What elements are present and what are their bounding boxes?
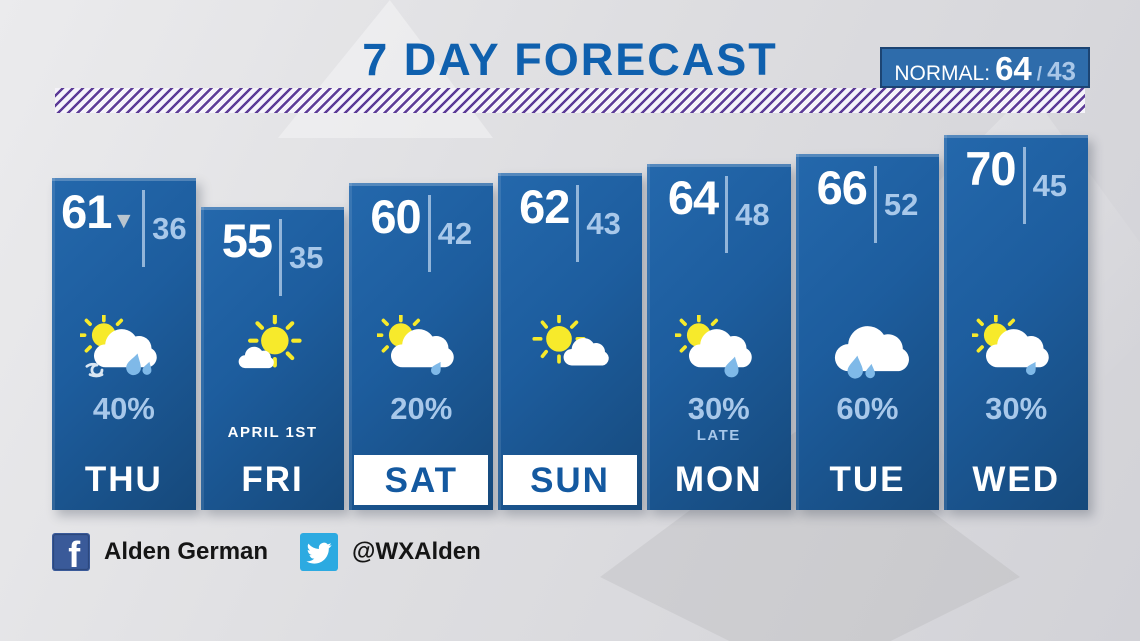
- high-temp: 64: [667, 171, 719, 224]
- low-temp: 52: [883, 187, 919, 222]
- normal-high-temp: 64: [995, 50, 1032, 87]
- low-temp: 35: [288, 240, 324, 275]
- high-temp: 62: [519, 180, 570, 233]
- precip-chance: 60%: [836, 391, 899, 426]
- day-label: TUE: [829, 460, 906, 499]
- partly-cloudy-icon: [520, 315, 620, 381]
- day-label: WED: [972, 460, 1060, 499]
- temps-row: 55 35: [201, 207, 345, 296]
- low-temp: 43: [586, 206, 621, 241]
- precip-chance: 30%: [985, 391, 1048, 426]
- facebook-name: Alden German: [104, 538, 269, 565]
- precip-chance: 20%: [390, 391, 453, 426]
- high-temp: 66: [816, 161, 868, 214]
- forecast-panel-thu: 61 ▼ 36 40% THU: [52, 178, 196, 510]
- forecast-panel-wed: 70 45 30% WED: [944, 135, 1089, 510]
- low-temp: 42: [437, 216, 473, 251]
- forecast-panel-fri: 55 35 APRIL 1ST FRI: [200, 207, 345, 510]
- day-note: LATE: [696, 427, 741, 444]
- forecast-panel-tue: 66 52 60% TUE: [795, 154, 940, 510]
- temp-separator: [278, 219, 282, 296]
- high-temp: 55: [221, 214, 273, 267]
- striped-divider: [55, 88, 1085, 113]
- day-label: THU: [84, 460, 163, 499]
- forecast-panel-sat: 60 42 20% SAT: [349, 183, 494, 510]
- normal-low-temp: 43: [1047, 56, 1076, 86]
- sun-cloud-rain-icon: [669, 315, 769, 381]
- sun-cloud-drizzle-icon: [966, 315, 1066, 381]
- cloud-rain-icon: [817, 315, 917, 381]
- social-footer: f Alden German @WXAlden: [52, 533, 481, 571]
- twitter-handle: @WXAlden: [352, 538, 481, 565]
- facebook-icon: f: [52, 533, 90, 571]
- precip-chance: 30%: [687, 391, 750, 426]
- day-note: APRIL 1ST: [227, 424, 318, 441]
- low-temp: 48: [735, 197, 770, 232]
- page-title: 7 DAY FORECAST: [362, 34, 778, 85]
- temps-row: 62 43: [498, 173, 642, 262]
- normal-temps-badge: NORMAL: 64 / 43: [880, 47, 1090, 88]
- forecast-columns: 61 ▼ 36 40% THU 55 35 APRIL 1ST FRI 60 4…: [52, 135, 1089, 510]
- mostly-sunny-icon: [223, 315, 323, 381]
- day-label: FRI: [241, 460, 304, 499]
- temp-separator: [576, 185, 580, 262]
- forecast-panel-mon: 64 48 30% LATE MON: [646, 164, 791, 510]
- temps-row: 66 52: [796, 154, 940, 243]
- temps-row: 70 45: [944, 135, 1088, 224]
- low-temp: 45: [1032, 168, 1068, 203]
- twitter-icon: [300, 533, 339, 571]
- temps-row: 61 ▼ 36: [52, 178, 196, 267]
- precip-chance: 40%: [92, 391, 155, 426]
- normal-label: NORMAL:: [894, 62, 991, 85]
- high-temp: 70: [965, 142, 1016, 195]
- low-temp: 36: [152, 211, 187, 246]
- temp-separator: [427, 195, 431, 272]
- temp-separator: [873, 166, 877, 243]
- sun-cloud-drizzle-icon: [371, 315, 471, 381]
- temp-separator: [142, 190, 146, 267]
- normal-separator: /: [1036, 64, 1043, 85]
- day-label: SUN: [503, 455, 637, 505]
- trend-down-icon: ▼: [112, 207, 136, 233]
- high-temp: 61: [61, 185, 112, 238]
- temps-row: 60 42: [349, 183, 493, 272]
- temp-separator: [1022, 147, 1026, 224]
- high-temp: 60: [370, 190, 421, 243]
- day-label: MON: [674, 460, 763, 499]
- temp-separator: [725, 176, 729, 253]
- svg-text:f: f: [68, 535, 81, 571]
- temps-row: 64 48: [647, 164, 791, 253]
- day-label: SAT: [354, 455, 489, 505]
- forecast-panel-sun: 62 43 SUN: [498, 173, 642, 510]
- sun-cloud-rain-wind-icon: [74, 315, 174, 381]
